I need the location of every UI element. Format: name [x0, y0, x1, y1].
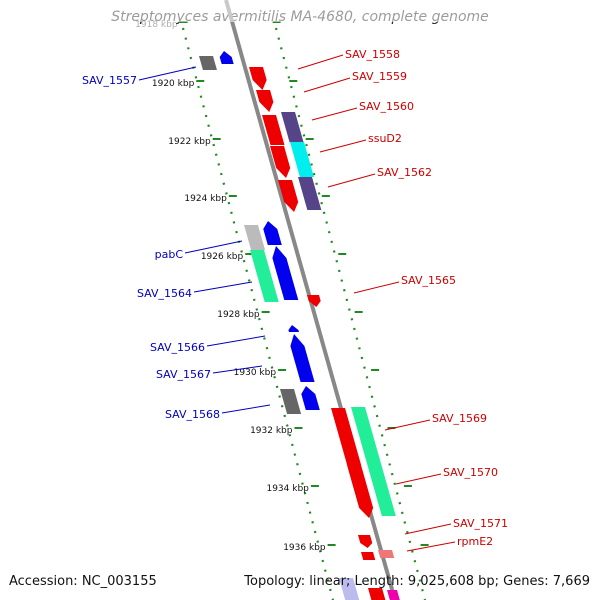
- tick-label: 1926 kbp: [201, 252, 244, 262]
- gene-block-slate1: [281, 112, 304, 142]
- gene-block-sav1558: [249, 67, 267, 90]
- gene-label-left: SAV_1557: [82, 74, 137, 87]
- gene-block-sav1570: [347, 465, 374, 518]
- gene-block-sav1564: [250, 250, 279, 302]
- gene-label-right: ssuD2: [368, 132, 402, 145]
- top-fade: [0, 0, 600, 22]
- gene-block-bottom-magenta: [387, 590, 400, 600]
- gene-label-left: SAV_1566: [150, 341, 205, 354]
- gene-label-right: SAV_1562: [377, 166, 432, 179]
- gene-block-aquamarine2: [351, 407, 396, 516]
- gene-block-sav1557: [199, 56, 217, 70]
- gene-block-sav1571: [358, 535, 373, 548]
- gene-block-sav1564b: [272, 246, 299, 300]
- gene-block-blue-pabc: [263, 221, 282, 245]
- tick-label: 1930 kbp: [234, 368, 277, 378]
- tick-label: 1920 kbp: [152, 79, 195, 89]
- accession-text: Accession: NC_003155: [9, 574, 157, 589]
- gene-label-left: SAV_1567: [156, 368, 211, 381]
- gene-block-sav1567: [290, 334, 315, 382]
- leader-line-right: [353, 281, 400, 294]
- tick-label: 1928 kbp: [217, 310, 260, 320]
- gene-label-left: SAV_1568: [165, 408, 220, 421]
- leader-line-left: [138, 66, 197, 81]
- gene-block-sav1560b: [270, 146, 291, 178]
- gene-block-small-red: [361, 552, 376, 560]
- leader-line-right: [404, 523, 452, 535]
- leader-line-right: [319, 139, 367, 153]
- leader-line-left: [221, 404, 271, 414]
- leader-line-right: [303, 77, 351, 93]
- gene-block-bottom-red: [368, 588, 386, 600]
- gene-label-right: SAV_1560: [359, 100, 414, 113]
- tick-label: 1936 kbp: [283, 543, 326, 553]
- gene-block-sav1560c: [278, 180, 299, 212]
- topology-text: Topology: linear; Length: 9,025,608 bp; …: [244, 574, 590, 589]
- gene-block-ssud2: [290, 142, 314, 177]
- gene-block-rpme2: [378, 550, 395, 558]
- gene-block-sav1565: [307, 295, 321, 307]
- gene-block-sav1566: [288, 325, 299, 332]
- gene-label-right: SAV_1569: [432, 412, 487, 425]
- leader-line-left: [184, 240, 243, 254]
- right-track-line: [274, 27, 427, 600]
- gene-block-sav1568: [280, 389, 302, 414]
- leader-line-right: [311, 107, 358, 121]
- tick-label: 1918 kbp: [135, 20, 178, 30]
- gene-block-sav1559: [256, 90, 274, 112]
- gene-block-sav1560a: [262, 115, 285, 145]
- leader-line-left: [212, 365, 263, 374]
- gene-block-bottom-lavender: [339, 578, 360, 600]
- tick-label: 1924 kbp: [184, 194, 227, 204]
- gene-label-right: SAV_1571: [453, 517, 508, 530]
- gene-label-right: SAV_1570: [443, 466, 498, 479]
- gene-block-pabc: [244, 225, 266, 250]
- leader-line-right: [395, 473, 442, 485]
- gene-block-sav1562: [298, 177, 322, 210]
- leader-line-right: [327, 173, 376, 188]
- gene-block-blue-small1: [219, 51, 234, 64]
- gene-label-right: SAV_1558: [345, 48, 400, 61]
- gene-block-sav1568b: [301, 386, 320, 410]
- gene-label-right: rpmE2: [457, 535, 493, 548]
- tick-label: 1922 kbp: [168, 137, 211, 147]
- gene-block-sav1569a: [331, 408, 362, 465]
- leader-line-right: [297, 54, 344, 70]
- gene-label-right: SAV_1559: [352, 70, 407, 83]
- tick-label: 1932 kbp: [250, 426, 293, 436]
- leader-line-left: [193, 281, 253, 293]
- gene-label-left: pabC: [155, 248, 184, 261]
- gene-label-right: SAV_1565: [401, 274, 456, 287]
- tick-label: 1934 kbp: [266, 484, 309, 494]
- gene-label-left: SAV_1564: [137, 287, 192, 300]
- leader-line-right: [406, 541, 456, 552]
- leader-line-left: [206, 335, 266, 347]
- leader-line-right: [384, 419, 431, 431]
